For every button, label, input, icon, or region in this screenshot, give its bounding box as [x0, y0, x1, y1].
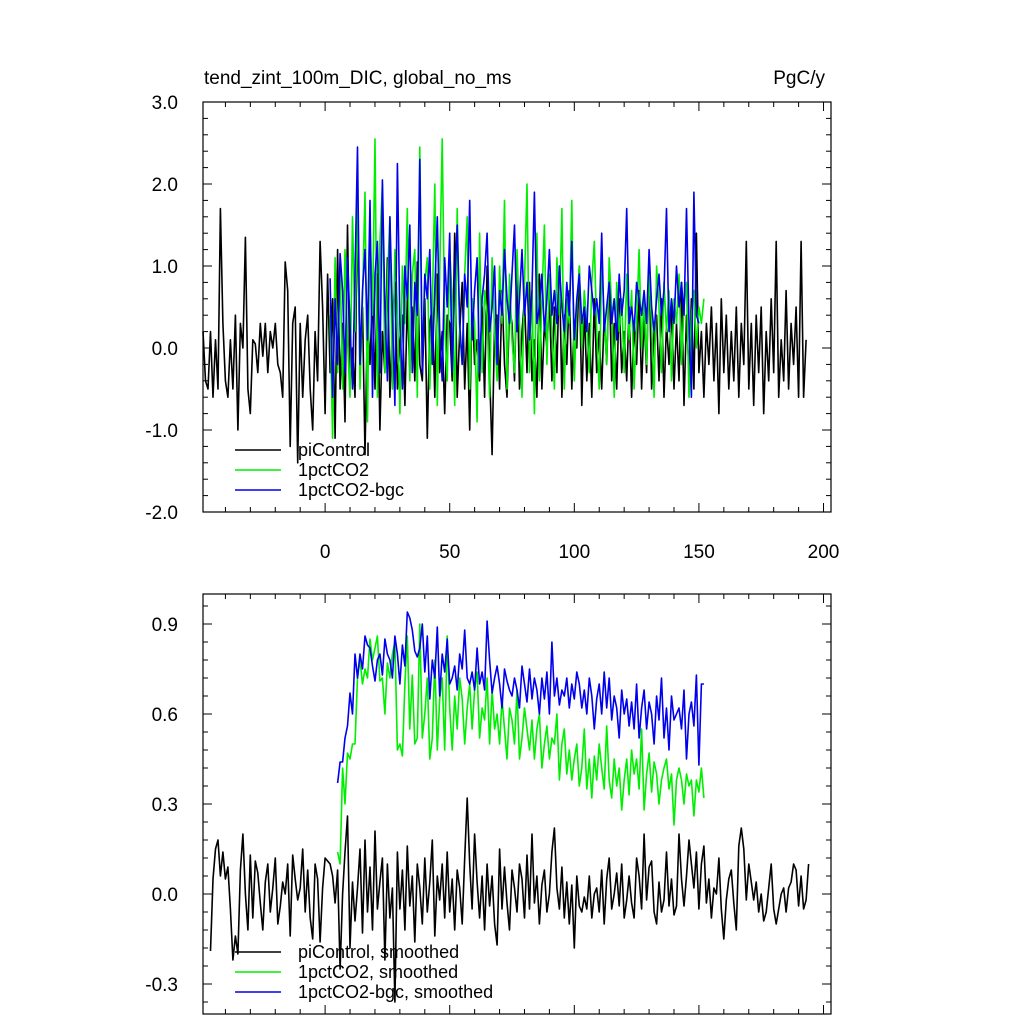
y-tick-label: 2.0: [152, 175, 178, 196]
y-tick-label: -0.3: [145, 975, 178, 996]
y-tick-label: 0.9: [152, 615, 178, 636]
legend-label: 1pctCO2-bgc: [298, 480, 404, 500]
y-tick-label: -2.0: [145, 503, 178, 524]
plot-frame: [202, 101, 832, 513]
y-tick-label: 0.3: [152, 795, 178, 816]
x-tick-label: 150: [683, 542, 715, 563]
x-tick-label: 0: [320, 542, 331, 563]
y-tick-label: 0.0: [152, 885, 178, 906]
legend-label: 1pctCO2, smoothed: [298, 962, 458, 982]
legend-label: 1pctCO2: [298, 460, 369, 480]
legend-label: piControl: [298, 440, 370, 460]
y-tick-label: 3.0: [152, 93, 178, 114]
legend-label: 1pctCO2-bgc, smoothed: [298, 982, 493, 1002]
chart-units: PgC/y: [773, 68, 825, 89]
y-tick-label: -1.0: [145, 421, 178, 442]
series-line-picontrol: [202, 203, 807, 464]
chart-panel-1: 0 50 100 150 200 -2.0 -1.0 0.0 1.0 2.0 3.0 tend_zin…: [145, 68, 839, 563]
y-tick-label: 1.0: [152, 257, 178, 278]
series-line-1pctco2-smoothed: [336, 623, 705, 865]
series-line-1pctco2-bgc-smoothed: [336, 611, 704, 784]
series-line-1pctco2: [329, 138, 705, 440]
y-tick-label: 0.6: [152, 705, 178, 726]
x-tick-label: 200: [808, 542, 840, 563]
series-line-picontrol-smoothed: [209, 797, 810, 1003]
chart-title: tend_zint_100m_DIC, global_no_ms: [204, 68, 511, 89]
legend-label: piControl, smoothed: [298, 942, 459, 962]
series-line-1pctco2-bgc: [329, 146, 700, 407]
x-tick-label: 50: [439, 542, 460, 563]
x-tick-label: 100: [558, 542, 590, 563]
y-tick-label: 0.0: [152, 339, 178, 360]
